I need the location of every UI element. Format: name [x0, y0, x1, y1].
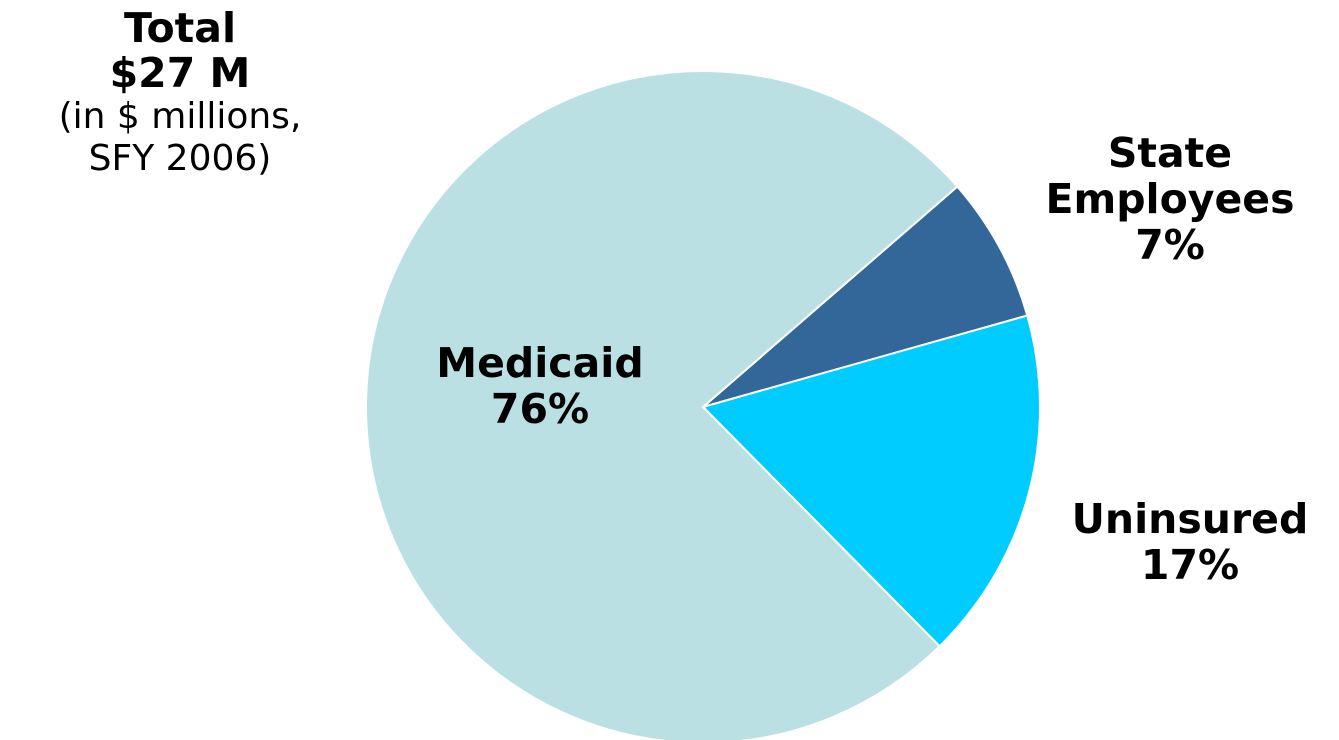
pie-slice-medicaid	[365, 69, 959, 740]
state-employees-name-line1: State	[1107, 129, 1233, 177]
total-label: Total	[123, 4, 236, 52]
pie-slice-state-employees	[702, 185, 1029, 408]
total-value: $27 M	[109, 49, 251, 97]
uninsured-label: Uninsured 17%	[1040, 496, 1339, 588]
state-employees-percent: 7%	[1135, 221, 1205, 269]
medicaid-label: Medicaid 76%	[400, 340, 680, 432]
units-note-line2: SFY 2006)	[88, 138, 272, 179]
pie-slice-uninsured	[701, 314, 1041, 648]
units-note-line1: (in $ millions,	[58, 96, 302, 137]
uninsured-name: Uninsured	[1071, 495, 1309, 543]
state-employees-label: State Employees 7%	[1020, 130, 1320, 268]
medicaid-percent: 76%	[490, 385, 590, 433]
state-employees-name-line2: Employees	[1045, 175, 1295, 223]
total-block: Total $27 M (in $ millions, SFY 2006)	[0, 6, 360, 180]
medicaid-name: Medicaid	[436, 339, 644, 387]
uninsured-percent: 17%	[1140, 541, 1240, 589]
